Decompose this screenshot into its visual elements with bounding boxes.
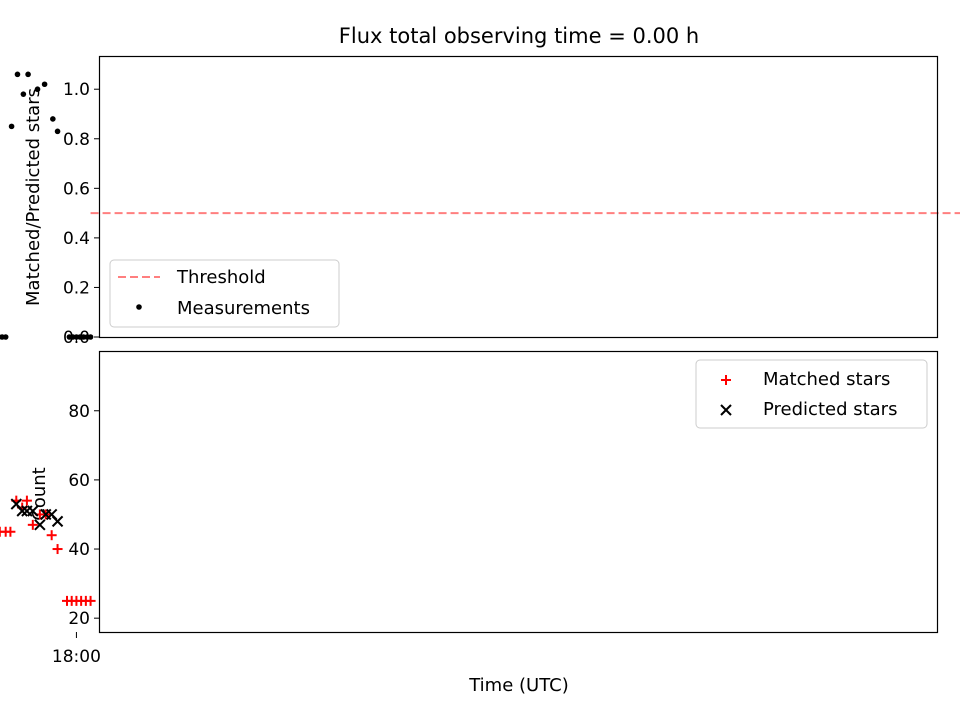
top-y-tick-label: 0.2 bbox=[63, 278, 90, 298]
x-axis-label: Time (UTC) bbox=[468, 675, 569, 696]
measurement-point bbox=[25, 71, 31, 78]
measurement-point bbox=[20, 91, 27, 97]
measurement-point bbox=[0, 334, 5, 340]
matched-point bbox=[0, 526, 5, 537]
matched-point bbox=[27, 519, 38, 530]
top-y-tick-label: 0.4 bbox=[63, 229, 90, 249]
measurement-point bbox=[54, 128, 61, 135]
bottom-legend-box bbox=[695, 359, 928, 429]
predicted-point-b bbox=[51, 515, 64, 528]
predicted-point bbox=[10, 498, 23, 510]
predicted-point bbox=[34, 519, 46, 531]
top-y-tick-label: 0.8 bbox=[63, 130, 90, 150]
legend-predicted-marker bbox=[720, 404, 732, 416]
legend-measurements-swatch bbox=[136, 304, 142, 310]
predicted-point-b bbox=[21, 505, 33, 517]
legend-matched-label: Matched stars bbox=[763, 369, 890, 390]
legend-threshold-label: Threshold bbox=[176, 267, 266, 288]
matched-point bbox=[61, 595, 72, 606]
top-y-axis-label: Matched/Predicted stars bbox=[23, 88, 44, 306]
measurement-point bbox=[50, 116, 56, 122]
bottom-x-ticks: 18:0020:0022:0000:0002:0004:00 bbox=[52, 632, 101, 667]
measurement-point bbox=[66, 334, 73, 340]
bottom-y-axis-label: Count bbox=[29, 467, 50, 520]
top-y-ticks: 0.00.20.40.60.81.0 bbox=[63, 80, 100, 348]
legend-matched-swatch bbox=[721, 375, 731, 385]
predicted-point-b bbox=[10, 498, 23, 510]
legend-predicted-marker-b bbox=[720, 404, 732, 416]
bottom-plot-area bbox=[0, 495, 96, 606]
bottom-y-tick-label: 20 bbox=[68, 609, 90, 629]
predicted-point bbox=[40, 508, 52, 521]
legend-matched-marker bbox=[721, 375, 731, 385]
top-panel: Flux total observing time = 0.00 h Match… bbox=[0, 24, 960, 348]
chart-title: Flux total observing time = 0.00 h bbox=[339, 24, 699, 48]
legend-predicted-label: Predicted stars bbox=[763, 399, 897, 420]
predicted-point-b bbox=[16, 505, 28, 517]
top-y-tick-label: 1.0 bbox=[63, 80, 90, 100]
matched-point bbox=[52, 544, 63, 555]
top-axes-frame bbox=[98, 55, 939, 339]
x-tick-label: 18:00 bbox=[52, 647, 101, 667]
measurement-point bbox=[34, 86, 41, 93]
top-legend-box bbox=[109, 259, 340, 328]
matched-point bbox=[46, 530, 57, 541]
bottom-y-tick-label: 60 bbox=[68, 471, 90, 491]
predicted-point bbox=[21, 505, 33, 517]
bottom-y-tick-label: 80 bbox=[68, 402, 90, 422]
bottom-axes-frame bbox=[98, 350, 939, 634]
matched-point bbox=[21, 495, 32, 506]
bottom-panel: Count Time (UTC) 20 40 60 80 18:0020:0022:0… bbox=[0, 350, 939, 696]
bottom-y-tick-label: 40 bbox=[68, 540, 90, 560]
top-legend: Threshold Measurements bbox=[109, 259, 340, 328]
predicted-point-b bbox=[34, 519, 46, 531]
legend-predicted-swatch bbox=[720, 404, 732, 416]
top-plot-area bbox=[0, 71, 960, 340]
predicted-point-b bbox=[40, 508, 52, 521]
legend-measurements-label: Measurements bbox=[177, 298, 310, 319]
top-y-tick-label: 0.6 bbox=[63, 179, 90, 199]
bottom-legend: Matched stars Predicted stars bbox=[695, 359, 928, 429]
measurement-point bbox=[14, 71, 21, 78]
measurement-point bbox=[8, 123, 15, 130]
measurement-point bbox=[0, 334, 2, 340]
measurement-point bbox=[41, 81, 48, 88]
